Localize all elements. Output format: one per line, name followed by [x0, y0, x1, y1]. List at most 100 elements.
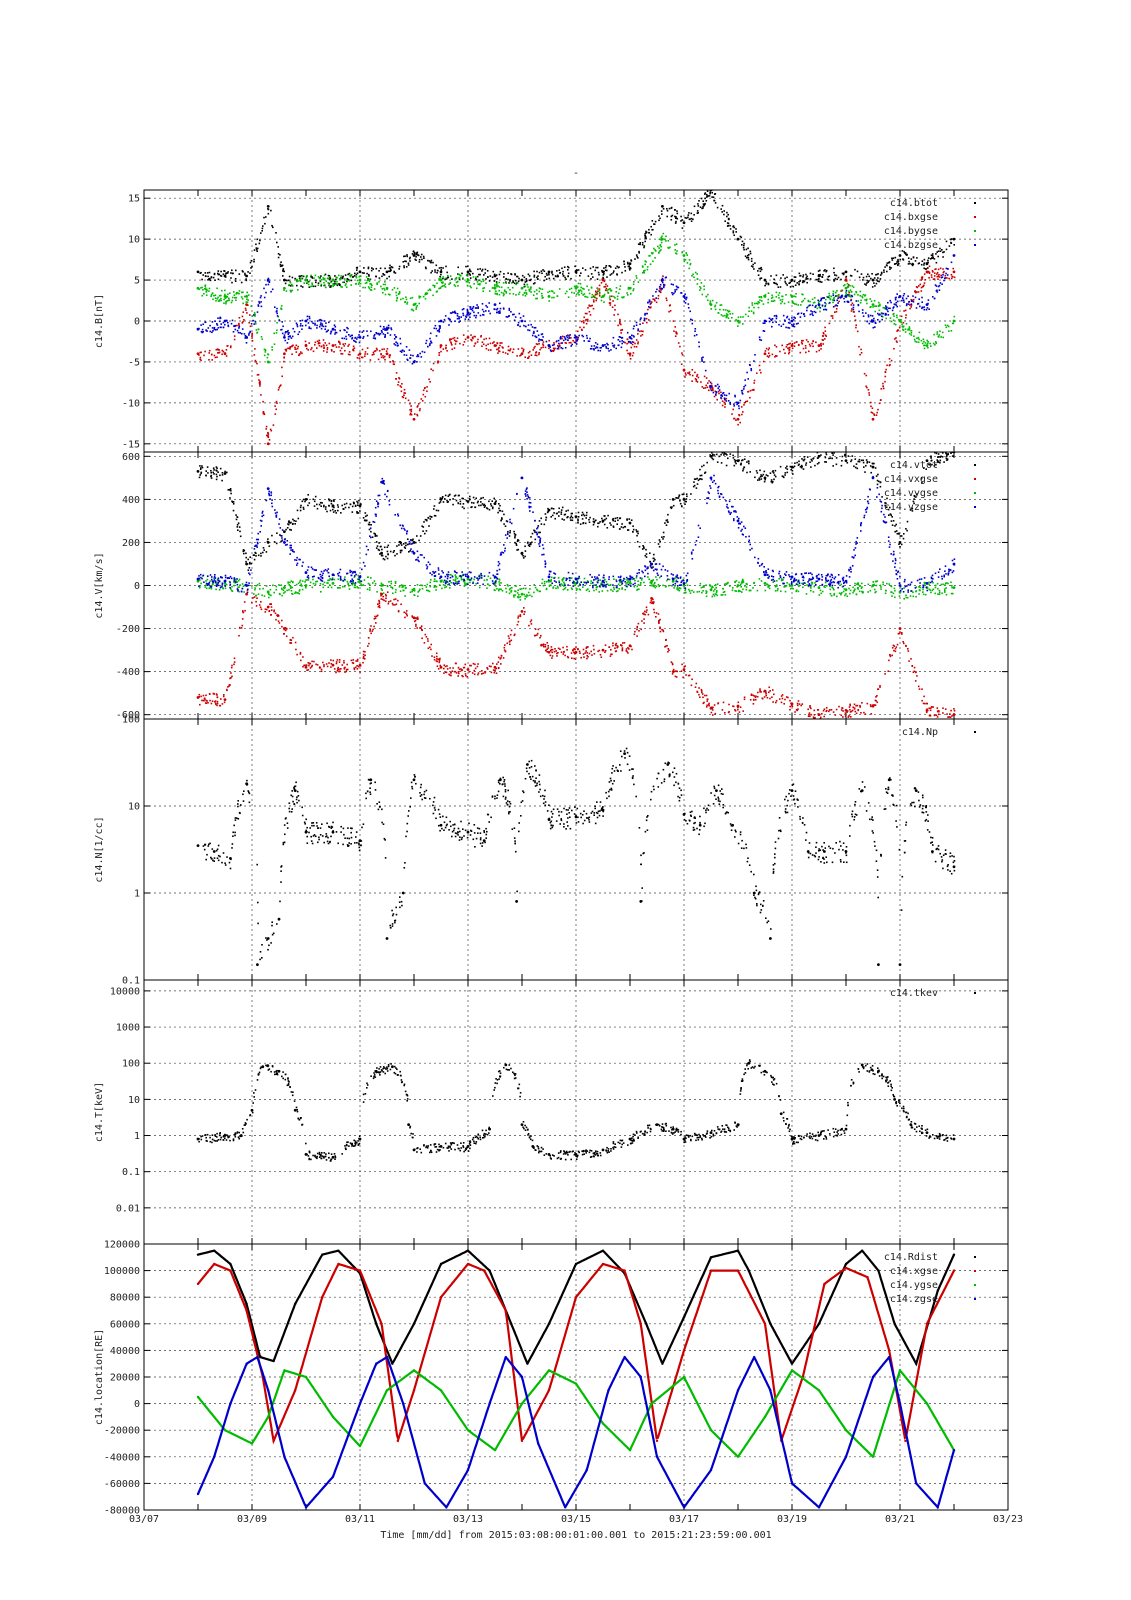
data-point	[763, 476, 767, 480]
data-point	[527, 351, 530, 354]
data-point	[334, 331, 337, 334]
data-point	[942, 271, 945, 274]
data-point	[781, 475, 784, 477]
data-point	[608, 297, 611, 299]
data-point	[724, 220, 726, 222]
data-point	[684, 293, 686, 295]
data-point	[344, 284, 347, 287]
data-point	[710, 308, 712, 310]
data-point	[361, 356, 363, 359]
data-point	[499, 344, 501, 347]
data-point	[875, 282, 878, 285]
data-point	[238, 325, 240, 328]
data-point	[535, 343, 538, 345]
data-point	[435, 509, 438, 512]
data-point	[677, 342, 680, 344]
data-point	[226, 345, 229, 347]
data-point	[676, 217, 679, 220]
data-point	[334, 282, 336, 285]
data-point	[918, 298, 920, 300]
data-point	[515, 283, 517, 286]
data-point	[403, 255, 405, 258]
data-point	[259, 239, 261, 242]
data-point	[860, 299, 862, 302]
data-point	[457, 494, 460, 497]
data-point	[409, 402, 411, 405]
data-point	[397, 384, 399, 386]
data-point	[783, 319, 786, 321]
data-point	[539, 288, 542, 290]
data-point	[661, 278, 664, 282]
data-point	[402, 297, 404, 300]
data-point	[672, 668, 675, 671]
data-point	[639, 323, 641, 326]
data-point	[404, 255, 406, 257]
data-point	[869, 298, 871, 300]
data-point	[724, 309, 727, 311]
data-point	[520, 286, 524, 290]
data-point	[894, 256, 897, 259]
data-point	[866, 462, 868, 464]
data-point	[459, 503, 462, 505]
data-point	[627, 294, 629, 296]
data-point	[457, 280, 459, 283]
data-point	[743, 404, 745, 406]
data-point	[923, 308, 926, 311]
data-point	[589, 337, 591, 340]
data-point	[671, 292, 673, 294]
data-point	[524, 325, 527, 328]
data-point	[749, 471, 751, 473]
data-point	[480, 280, 482, 283]
data-point	[332, 283, 334, 286]
data-point	[893, 649, 895, 652]
data-point	[238, 323, 240, 326]
data-point	[632, 352, 635, 354]
data-point	[694, 478, 697, 480]
data-point	[922, 338, 925, 341]
data-point	[273, 541, 276, 543]
data-point	[788, 318, 790, 321]
data-point	[923, 467, 925, 469]
data-point	[442, 348, 445, 350]
data-point	[715, 391, 718, 393]
data-point	[711, 191, 713, 194]
data-point	[326, 510, 328, 513]
data-point	[936, 333, 938, 335]
data-point	[364, 353, 366, 355]
data-point	[469, 498, 471, 501]
data-point	[737, 325, 739, 327]
data-point	[741, 244, 743, 246]
data-point	[797, 322, 799, 325]
data-point	[760, 371, 762, 374]
data-point	[789, 465, 792, 468]
data-point	[249, 261, 252, 264]
data-point	[400, 544, 403, 546]
data-point	[723, 401, 726, 404]
data-point	[424, 297, 427, 300]
data-point	[677, 497, 680, 499]
data-point	[809, 461, 811, 463]
data-point	[352, 345, 355, 348]
data-point	[353, 347, 356, 349]
data-point	[658, 539, 661, 541]
data-point	[236, 524, 239, 526]
data-point	[206, 272, 209, 274]
data-point	[217, 352, 219, 354]
data-point	[916, 337, 918, 339]
data-point	[729, 228, 732, 230]
data-point	[940, 336, 942, 338]
data-point	[865, 374, 868, 377]
data-point	[711, 457, 713, 460]
data-point	[340, 278, 342, 280]
data-point	[535, 297, 537, 300]
data-point	[767, 356, 770, 358]
data-point	[612, 300, 614, 302]
data-point	[603, 295, 606, 297]
data-point	[746, 461, 748, 463]
data-point	[227, 293, 229, 296]
data-point	[522, 557, 525, 559]
data-point	[436, 361, 439, 363]
data-point	[697, 212, 699, 214]
data-point	[606, 269, 608, 272]
data-point	[384, 283, 386, 286]
